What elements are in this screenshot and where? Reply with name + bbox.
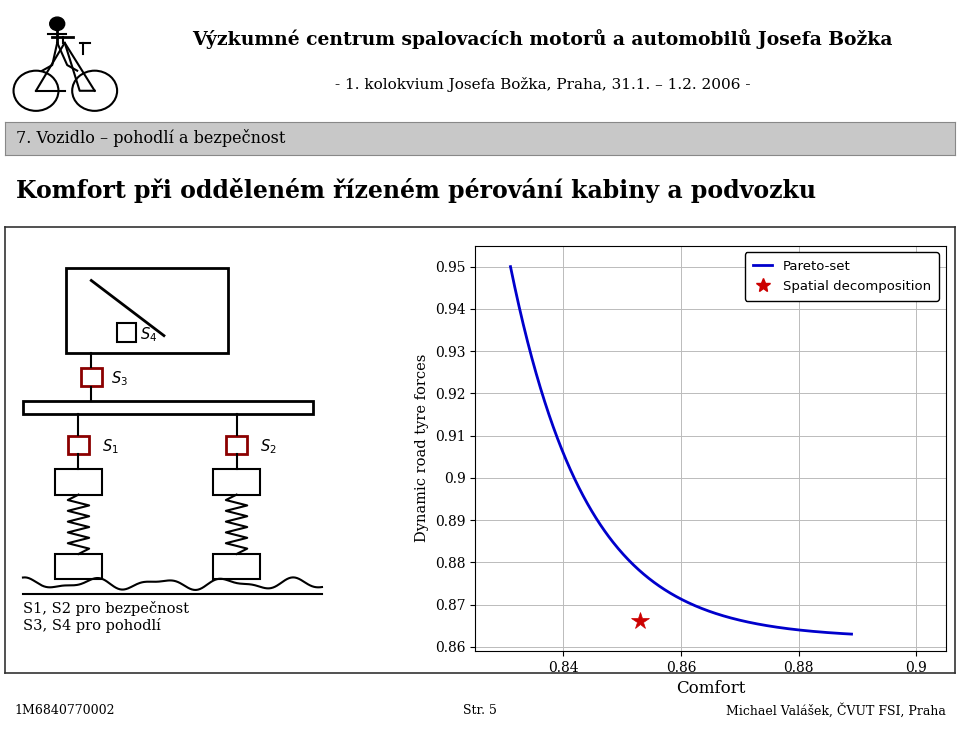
Text: 1M6840770002: 1M6840770002 — [14, 704, 115, 717]
Text: $S_3$: $S_3$ — [110, 370, 128, 388]
X-axis label: Comfort: Comfort — [676, 680, 745, 697]
Text: Výzkumné centrum spalovacích motorů a automobilů Josefa Božka: Výzkumné centrum spalovacích motorů a au… — [192, 30, 893, 49]
Text: $S_2$: $S_2$ — [260, 437, 276, 456]
Bar — [117, 323, 136, 342]
Bar — [23, 400, 314, 414]
Bar — [213, 469, 260, 495]
Text: $S_4$: $S_4$ — [140, 325, 157, 344]
Bar — [213, 554, 260, 580]
Y-axis label: Dynamic road tyre forces: Dynamic road tyre forces — [416, 354, 429, 542]
Text: $S_1$: $S_1$ — [102, 437, 119, 456]
Bar — [55, 554, 102, 580]
Legend: Pareto-set, Spatial decomposition: Pareto-set, Spatial decomposition — [745, 252, 939, 301]
Circle shape — [50, 17, 64, 31]
Text: Komfort při odděleném řízeném pérování kabiny a podvozku: Komfort při odděleném řízeném pérování k… — [16, 178, 816, 203]
Bar — [65, 268, 228, 353]
Text: S1, S2 pro bezpečnost
S3, S4 pro pohodlí: S1, S2 pro bezpečnost S3, S4 pro pohodlí — [23, 600, 189, 633]
Text: Michael Valášek, ČVUT FSI, Praha: Michael Valášek, ČVUT FSI, Praha — [726, 703, 946, 718]
Text: Str. 5: Str. 5 — [463, 704, 497, 717]
Bar — [68, 436, 89, 454]
Text: 7. Vozidlo – pohodlí a bezpečnost: 7. Vozidlo – pohodlí a bezpečnost — [16, 129, 285, 147]
Text: - 1. kolokvium Josefa Božka, Praha, 31.1. – 1.2. 2006 -: - 1. kolokvium Josefa Božka, Praha, 31.1… — [335, 77, 750, 92]
Bar — [55, 469, 102, 495]
Bar — [81, 368, 102, 386]
Bar — [226, 436, 248, 454]
